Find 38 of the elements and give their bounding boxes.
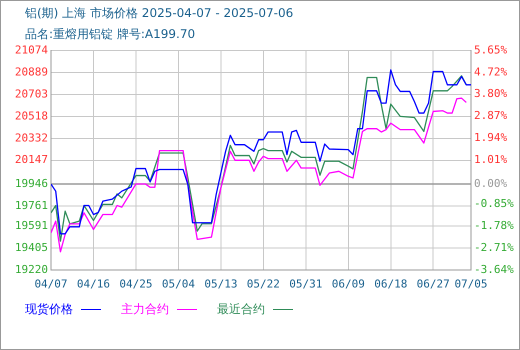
- x-tick-label: 06/09: [332, 277, 365, 290]
- y-tick-label: 20518: [14, 109, 48, 122]
- y-tick-label: 19591: [14, 218, 48, 232]
- y-tick-label: 19761: [14, 198, 48, 212]
- y-tick-label: 20889: [14, 65, 48, 78]
- y2-tick-label: 1.01%: [474, 153, 508, 166]
- legend-label: 现货价格: [25, 301, 73, 318]
- x-tick-label: 05/13: [204, 277, 238, 290]
- x-tick-label: 05/22: [246, 277, 280, 290]
- y2-tick-label: 5.65%: [474, 43, 508, 56]
- y2-tick-label: 0.00%: [474, 176, 508, 190]
- x-tick-label: 04/07: [34, 277, 68, 290]
- x-tick-label: 06/27: [416, 277, 450, 290]
- x-tick-label: 05/31: [289, 277, 322, 290]
- y-tick-label: 20332: [14, 131, 48, 144]
- y-tick-label: 19946: [14, 176, 48, 190]
- legend-label: 主力合约: [121, 301, 169, 318]
- y2-tick-label: 4.72%: [474, 65, 508, 78]
- x-tick-label: 07/05: [454, 277, 488, 290]
- y2-tick-label: -1.78%: [474, 218, 514, 232]
- y-tick-label: 21074: [14, 43, 48, 56]
- y2-tick-label: -0.85%: [474, 196, 514, 210]
- y2-tick-label: 3.80%: [474, 87, 508, 100]
- x-tick-label: 06/18: [374, 277, 408, 290]
- y2-tick-label: -3.64%: [474, 262, 514, 276]
- legend-label: 最近合约: [217, 301, 265, 318]
- x-tick-label: 04/25: [119, 277, 153, 290]
- y-tick-label: 20703: [14, 87, 48, 100]
- y-tick-label: 19405: [14, 240, 48, 254]
- y2-tick-label: -2.71%: [474, 240, 514, 254]
- y-tick-label: 19220: [14, 262, 48, 276]
- y-tick-label: 20147: [14, 153, 48, 166]
- x-tick-label: 04/16: [76, 277, 110, 290]
- x-tick-label: 05/04: [162, 277, 196, 290]
- chart-title: 铝(期) 上海 市场价格 2025-04-07 - 2025-07-06: [25, 5, 294, 22]
- y2-tick-label: 2.87%: [474, 109, 508, 122]
- y2-tick-label: 1.94%: [474, 131, 508, 144]
- chart-subtitle: 品名:重熔用铝锭 牌号:A199.70: [25, 26, 196, 43]
